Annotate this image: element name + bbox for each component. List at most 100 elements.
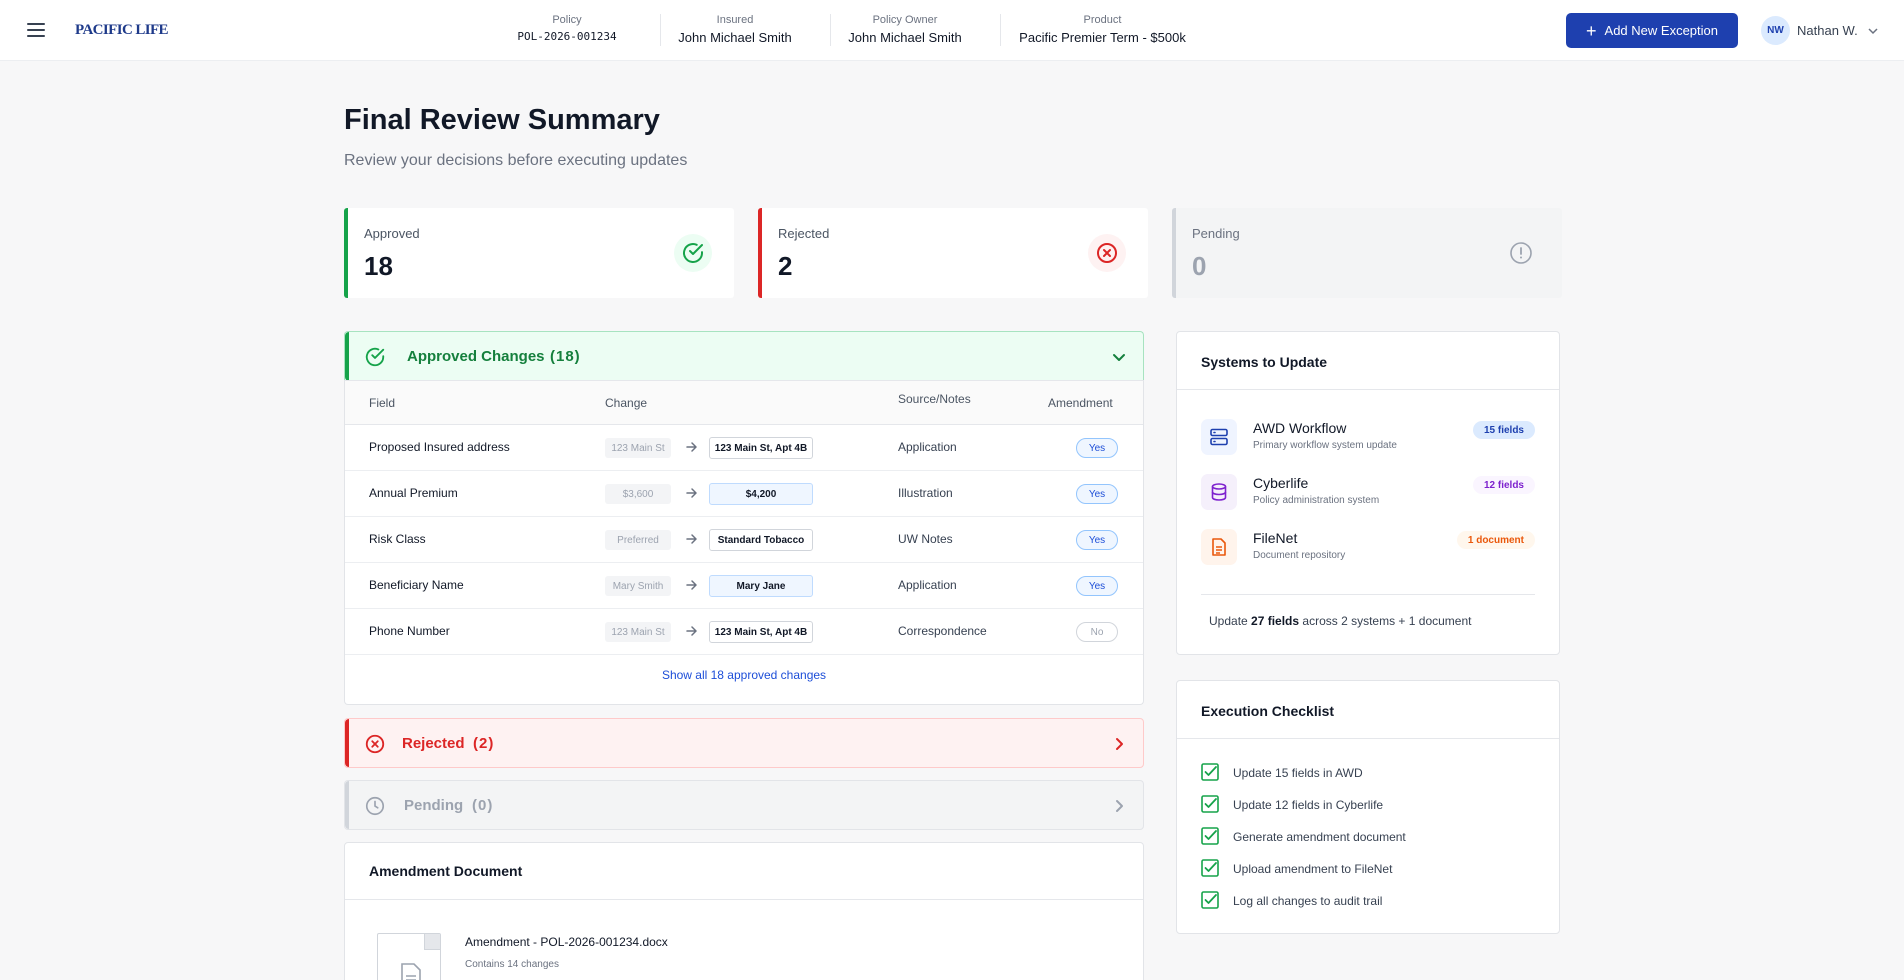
system-item-cyberlife: Cyberlife Policy administration system 1…	[1201, 471, 1535, 515]
system-item-filenet: FileNet Document repository 1 document	[1201, 526, 1535, 570]
pending-header[interactable]: Pending (0)	[344, 780, 1144, 830]
pending-stat-value: 0	[1192, 251, 1207, 281]
show-all-approved-link[interactable]: Show all 18 approved changes	[661, 668, 827, 682]
table-row[interactable]: Proposed Insured address 123 Main St 123…	[345, 425, 1143, 471]
table-row[interactable]: Risk Class Preferred Standard Tobacco UW…	[345, 517, 1143, 563]
source-note: Application	[898, 578, 957, 592]
column-header-source: Source/Notes	[898, 392, 971, 406]
product-value: Pacific Premier Term - $500k	[1019, 30, 1186, 45]
field-name: Phone Number	[369, 624, 450, 638]
chevron-right-icon[interactable]	[1111, 798, 1127, 814]
table-row[interactable]: Phone Number 123 Main St 123 Main St, Ap…	[345, 609, 1143, 655]
table-row[interactable]: Beneficiary Name Mary Smith Mary Jane Ap…	[345, 563, 1143, 609]
amendment-badge: No	[1076, 622, 1118, 642]
checkbox-checked-icon	[1201, 795, 1219, 813]
accent-bar	[758, 208, 762, 298]
arrow-right-icon	[686, 488, 697, 498]
arrow-right-icon	[686, 580, 697, 590]
top-bar: PACIFIC LIFE Policy POL-2026-001234 Insu…	[0, 0, 1904, 61]
summary-field-count: 27 fields	[1251, 614, 1300, 628]
new-value: $4,200	[709, 483, 813, 505]
table-row[interactable]: Annual Premium $3,600 $4,200 Illustratio…	[345, 471, 1143, 517]
amendment-file-subtitle: Contains 14 changes	[465, 959, 559, 970]
pending-stat-label: Pending	[1192, 226, 1240, 241]
rejected-header[interactable]: Rejected (2)	[344, 718, 1144, 768]
field-name: Annual Premium	[369, 486, 458, 500]
system-name: AWD Workflow	[1253, 420, 1347, 436]
source-note: Illustration	[898, 486, 953, 500]
new-value: 123 Main St, Apt 4B	[709, 437, 813, 459]
checklist-item-label: Log all changes to audit trail	[1233, 894, 1383, 908]
checklist-title: Execution Checklist	[1201, 703, 1335, 719]
database-icon	[1201, 474, 1237, 510]
owner-meta: Policy Owner John Michael Smith	[845, 14, 965, 45]
insured-label: Insured	[716, 14, 754, 26]
approved-changes-count: (18)	[550, 348, 581, 365]
rejected-stat-value: 2	[778, 251, 793, 281]
rejected-stat-card: Rejected 2	[758, 208, 1148, 298]
checkbox-checked-icon	[1201, 763, 1219, 781]
systems-title: Systems to Update	[1201, 354, 1328, 370]
page-corner	[424, 934, 440, 950]
alert-circle-icon	[1502, 234, 1540, 272]
new-value: Standard Tobacco	[709, 529, 813, 551]
system-name: Cyberlife	[1253, 475, 1309, 491]
accent-bar	[345, 781, 349, 829]
add-new-exception-button[interactable]: + Add New Exception	[1566, 13, 1738, 48]
execution-checklist-panel: Execution Checklist Update 15 fields in …	[1176, 680, 1560, 934]
user-name[interactable]: Nathan W.	[1797, 23, 1858, 38]
approved-changes-header[interactable]: Approved Changes (18)	[344, 331, 1144, 381]
accent-bar	[345, 332, 349, 381]
approved-changes-title: Approved Changes	[407, 348, 545, 365]
file-preview-icon[interactable]	[377, 933, 441, 980]
source-note: UW Notes	[898, 532, 953, 546]
column-header-change: Change	[605, 396, 648, 410]
checklist-item: Upload amendment to FileNet	[1201, 859, 1535, 879]
checklist-item: Generate amendment document	[1201, 827, 1535, 847]
arrow-right-icon	[686, 534, 697, 544]
field-name: Risk Class	[369, 532, 426, 546]
system-item-awd: AWD Workflow Primary workflow system upd…	[1201, 416, 1535, 460]
approved-stat-card: Approved 18	[344, 208, 734, 298]
source-note: Application	[898, 440, 957, 454]
column-header-amendment: Amendment	[1048, 396, 1113, 410]
old-value: Mary Smith	[605, 576, 671, 596]
x-circle-icon	[1088, 234, 1126, 272]
rejected-title: Rejected	[402, 735, 465, 752]
pending-title: Pending	[404, 797, 464, 814]
field-name: Beneficiary Name	[369, 578, 464, 592]
divider	[660, 14, 661, 46]
insured-value: John Michael Smith	[678, 30, 792, 45]
new-value: 123 Main St, Apt 4B	[709, 621, 813, 643]
plus-icon: +	[1586, 20, 1597, 41]
approved-stat-value: 18	[364, 251, 393, 281]
chevron-right-icon[interactable]	[1111, 736, 1127, 752]
avatar[interactable]: NW	[1761, 16, 1790, 45]
system-name: FileNet	[1253, 530, 1298, 546]
arrow-right-icon	[686, 626, 697, 636]
company-logo[interactable]: PACIFIC LIFE	[75, 22, 169, 38]
pending-stat-card: Pending 0	[1172, 208, 1562, 298]
server-icon	[1201, 419, 1237, 455]
old-value: 123 Main St	[605, 622, 671, 642]
document-icon	[401, 963, 421, 980]
source-note: Correspondence	[898, 624, 987, 638]
owner-label: Policy Owner	[872, 14, 938, 26]
chevron-down-icon[interactable]	[1111, 349, 1127, 365]
amendment-badge: Yes	[1076, 484, 1118, 504]
summary-suffix: across 2 systems + 1 document	[1299, 614, 1472, 628]
approved-stat-label: Approved	[364, 226, 420, 241]
menu-icon[interactable]	[27, 23, 45, 37]
policy-label: Policy	[552, 14, 582, 26]
amendment-file-name[interactable]: Amendment - POL-2026-001234.docx	[465, 935, 668, 949]
divider	[1201, 594, 1535, 595]
approved-changes-table: Field Change Source/Notes Amendment Prop…	[344, 380, 1144, 705]
old-value: Preferred	[605, 530, 671, 550]
system-description: Policy administration system	[1253, 495, 1380, 506]
chevron-down-icon[interactable]	[1866, 24, 1880, 38]
divider	[1000, 14, 1001, 46]
page-subtitle: Review your decisions before executing u…	[344, 152, 688, 169]
amendment-badge: Yes	[1076, 438, 1118, 458]
system-description: Primary workflow system update	[1253, 440, 1397, 451]
owner-value: John Michael Smith	[848, 30, 962, 45]
